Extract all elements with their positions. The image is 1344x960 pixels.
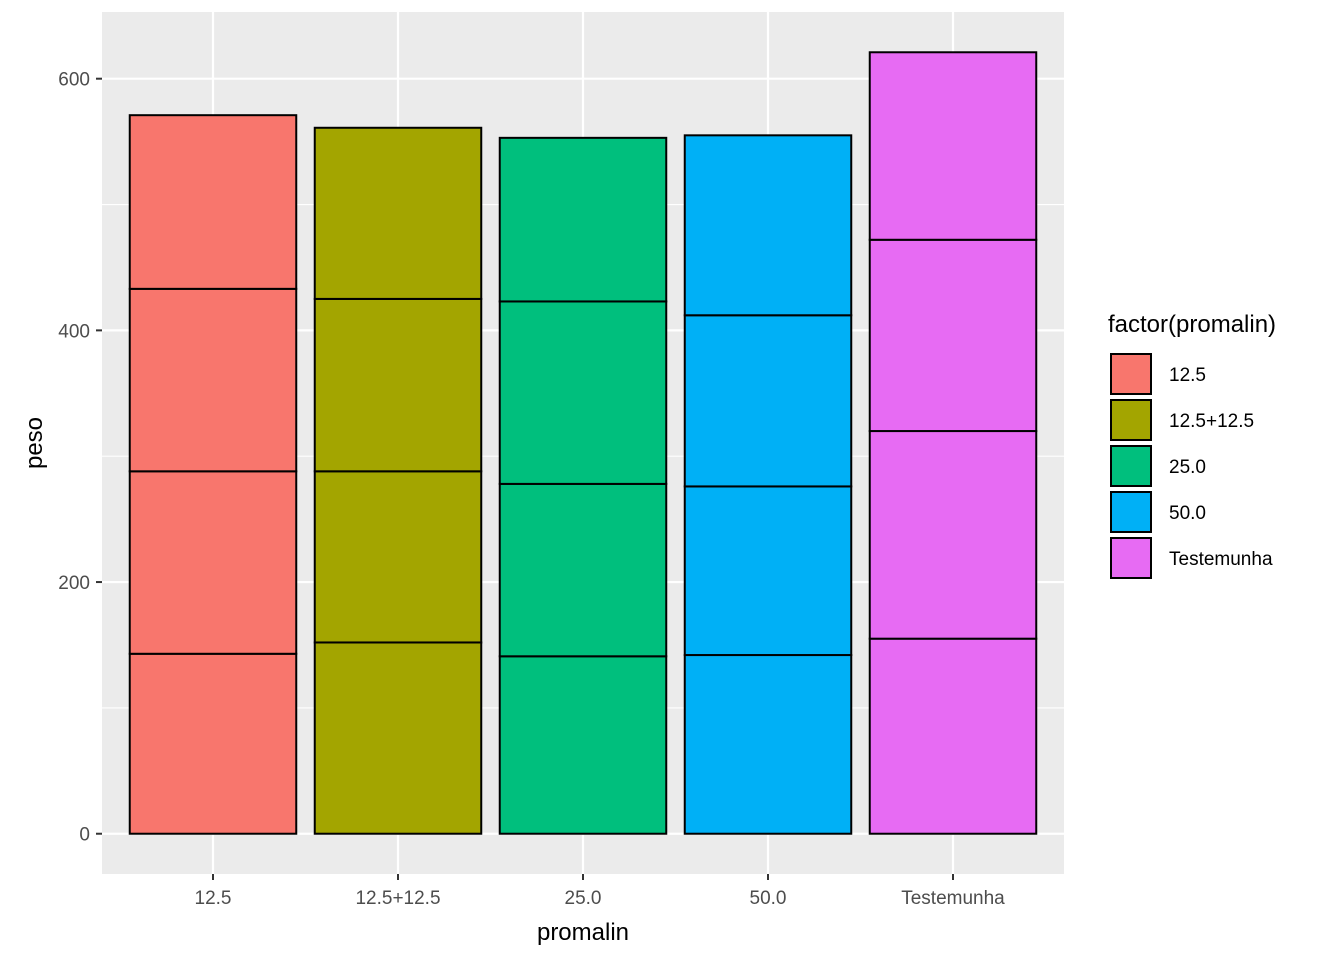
legend-label: Testemunha [1169,549,1273,570]
legend-swatch [1110,491,1152,533]
y-axis: 0 200 400 600 [58,70,102,846]
x-tick-label: Testemunha [901,888,1005,909]
bar-segment [868,637,1038,835]
legend-label: 50.0 [1169,503,1206,524]
legend: factor(promalin) 12.5 12.5+12.5 25.0 50.0 Te… [1108,311,1276,579]
bar-segment [128,470,298,655]
legend-label: 12.5+12.5 [1169,411,1254,432]
legend-swatch [1110,399,1152,441]
y-axis-title: peso [21,417,48,469]
bar-segment [683,134,853,317]
x-tick-label: 50.0 [750,888,787,909]
bar-segment [683,485,853,657]
bar-segment [498,482,668,658]
legend-title: factor(promalin) [1108,311,1276,338]
bar-segment [128,114,298,290]
legend-swatch [1110,537,1152,579]
bar-segment [313,126,483,300]
bar-segment [683,314,853,488]
bar-segment [128,287,298,473]
x-tick-label: 25.0 [565,888,602,909]
x-tick-label: 12.5+12.5 [355,888,440,909]
bar-segment [868,430,1038,640]
y-tick-label: 400 [58,321,90,342]
bar-segment [313,470,483,644]
bar-segment [128,652,298,835]
legend-label: 25.0 [1169,457,1206,478]
bar-segment [868,238,1038,433]
bar-segment [868,51,1038,241]
bar-segment [498,136,668,303]
x-axis: 12.5 12.5+12.5 25.0 50.0 Testemunha [195,874,1005,909]
y-tick-label: 600 [58,70,90,91]
bar-segment [498,300,668,485]
y-tick-label: 200 [58,573,90,594]
bars [128,51,1038,835]
legend-swatch [1110,353,1152,395]
legend-swatch [1110,445,1152,487]
legend-label: 12.5 [1169,365,1206,386]
bar-segment [683,654,853,835]
y-tick-label: 0 [79,825,90,846]
x-tick-label: 12.5 [195,888,232,909]
bar-segment [313,641,483,835]
x-axis-title: promalin [537,919,629,946]
bar-segment [313,297,483,473]
bar-segment [498,655,668,835]
